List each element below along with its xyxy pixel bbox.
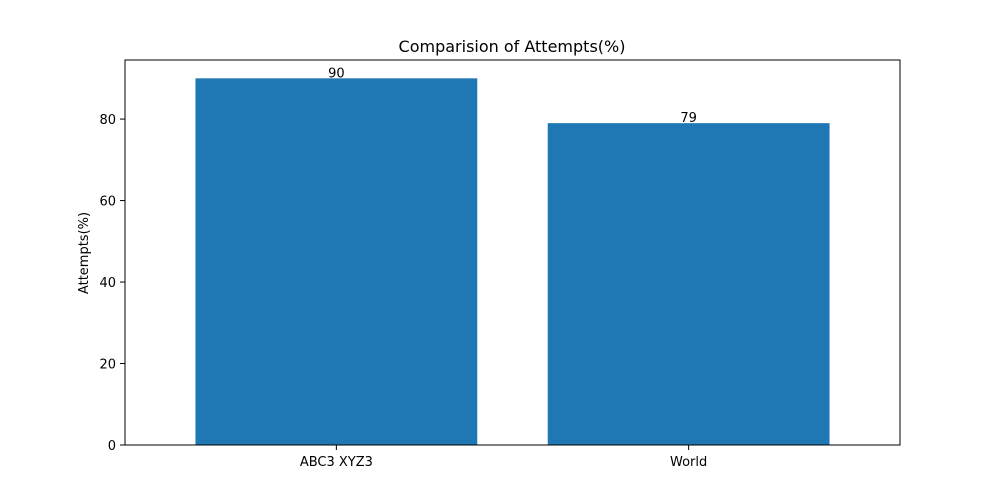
x-tick-label: World	[670, 455, 707, 470]
bar-0	[195, 78, 478, 445]
y-tick-label: 40	[99, 276, 116, 291]
x-tick-label: ABC3 XYZ3	[300, 455, 373, 470]
bar-1	[547, 123, 830, 446]
y-axis-label: Attempts(%)	[77, 212, 92, 294]
data-label: 90	[328, 66, 345, 81]
data-label: 79	[680, 111, 697, 126]
y-tick-label: 80	[99, 113, 116, 128]
y-tick-label: 0	[108, 439, 116, 454]
bars-layer	[195, 78, 830, 446]
data-labels-layer: 90 79	[328, 66, 697, 126]
ticks-layer: ABC3 XYZ3 World 0 20 40 60 80	[99, 113, 707, 470]
plot-frame	[124, 59, 901, 446]
chart-title: Comparision of Attempts(%)	[399, 37, 626, 56]
y-tick-label: 20	[99, 358, 116, 373]
y-tick-label: 60	[99, 195, 116, 210]
